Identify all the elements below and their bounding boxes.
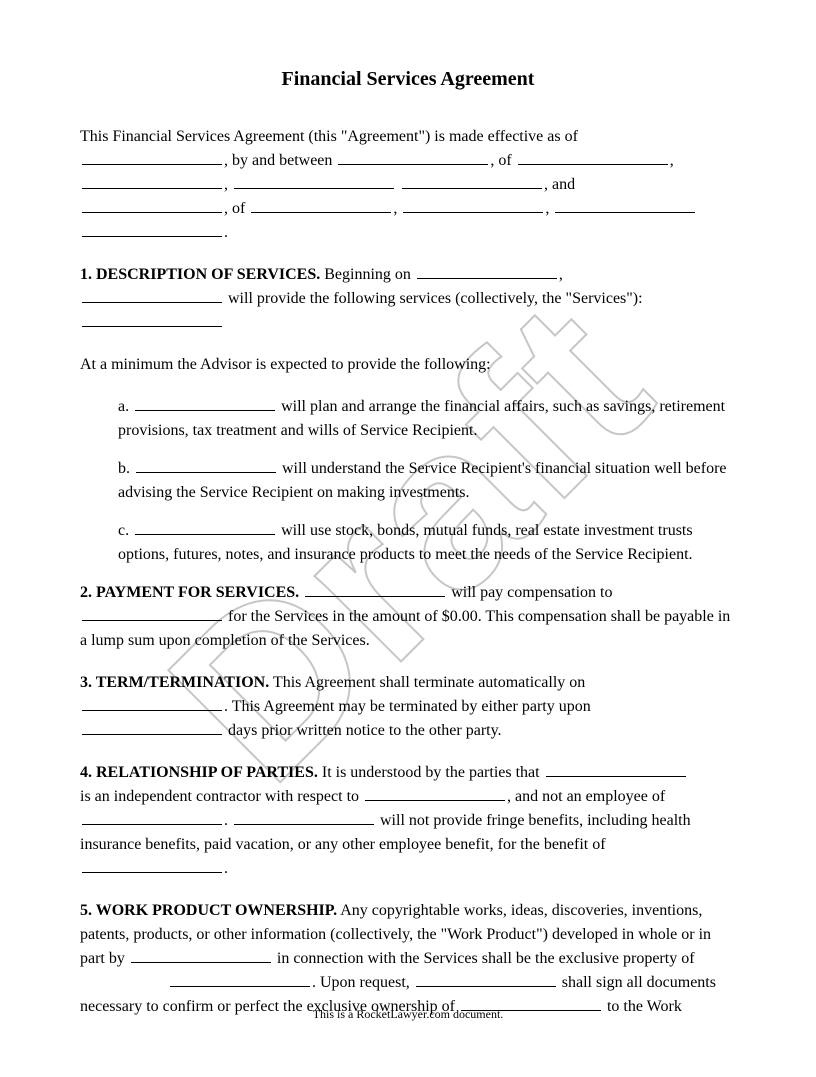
- section-1-item-c: c. will use stock, bonds, mutual funds, …: [80, 519, 736, 567]
- s5-t2: in connection with the Services shall be…: [273, 950, 695, 967]
- blank-term-date[interactable]: [82, 695, 222, 711]
- blank-respect-to[interactable]: [365, 785, 505, 801]
- s4-t3: , and not an employee of: [507, 788, 665, 805]
- blank-party1[interactable]: [338, 149, 488, 165]
- s1-t1: Beginning on: [320, 266, 415, 283]
- s1b-label: b.: [118, 460, 134, 477]
- page-footer: This is a RocketLawyer.com document.: [0, 1007, 816, 1022]
- blank-party1-addr1[interactable]: [518, 149, 668, 165]
- blank-1a[interactable]: [135, 395, 275, 411]
- s1c-label: c.: [118, 522, 133, 539]
- blank-no-benefits[interactable]: [234, 809, 374, 825]
- blank-payee[interactable]: [82, 605, 222, 621]
- blank-payer[interactable]: [305, 581, 445, 597]
- blank-party1-addr2[interactable]: [82, 173, 222, 189]
- s1-t3: will provide the following services (col…: [224, 290, 643, 307]
- blank-party2-addr3[interactable]: [555, 197, 695, 213]
- section-3: 3. TERM/TERMINATION. This Agreement shal…: [80, 671, 736, 743]
- section-2-head: 2. PAYMENT FOR SERVICES.: [80, 584, 299, 601]
- blank-employer[interactable]: [82, 809, 222, 825]
- section-1: 1. DESCRIPTION OF SERVICES. Beginning on…: [80, 263, 736, 335]
- s5-t3: . Upon request,: [312, 974, 414, 991]
- intro-text-1: This Financial Services Agreement (this …: [80, 128, 578, 145]
- section-1-item-b: b. will understand the Service Recipient…: [80, 457, 736, 505]
- blank-party2[interactable]: [82, 197, 222, 213]
- section-1-lead: At a minimum the Advisor is expected to …: [80, 353, 736, 377]
- blank-signer[interactable]: [416, 971, 556, 987]
- s3-t3: days prior written notice to the other p…: [224, 722, 502, 739]
- intro-text-3: , of: [490, 152, 515, 169]
- s4-t4: .: [224, 812, 232, 829]
- s1-t2: ,: [559, 266, 563, 283]
- s3-t2: . This Agreement may be terminated by ei…: [224, 698, 591, 715]
- section-4-head: 4. RELATIONSHIP OF PARTIES.: [80, 764, 318, 781]
- blank-notice-days[interactable]: [82, 719, 222, 735]
- s1a-label: a.: [118, 398, 133, 415]
- blank-party2-addr2[interactable]: [403, 197, 543, 213]
- blank-date[interactable]: [82, 149, 222, 165]
- blank-party1-addr3[interactable]: [234, 173, 394, 189]
- blank-benefit-of[interactable]: [82, 857, 222, 873]
- intro-paragraph: This Financial Services Agreement (this …: [80, 125, 736, 245]
- section-5-head: 5. WORK PRODUCT OWNERSHIP.: [80, 902, 337, 919]
- blank-services-desc[interactable]: [82, 311, 222, 327]
- intro-text-12: .: [224, 224, 228, 241]
- s4-t2: is an independent contractor with respec…: [80, 788, 363, 805]
- section-1-head: 1. DESCRIPTION OF SERVICES.: [80, 266, 320, 283]
- s4-t1: It is understood by the parties that: [318, 764, 544, 781]
- section-1-item-a: a. will plan and arrange the financial a…: [80, 395, 736, 443]
- intro-text-9: ,: [393, 200, 401, 217]
- blank-contractor[interactable]: [546, 761, 686, 777]
- blank-party2-addr1[interactable]: [251, 197, 391, 213]
- intro-text-5: ,: [224, 176, 232, 193]
- intro-text-4: ,: [670, 152, 674, 169]
- intro-text-7: , and: [544, 176, 575, 193]
- document-title: Financial Services Agreement: [80, 68, 736, 91]
- blank-begin-date[interactable]: [417, 263, 557, 279]
- intro-text-2: , by and between: [224, 152, 336, 169]
- s2-t2: will pay compensation to: [447, 584, 612, 601]
- intro-text-6: [396, 176, 400, 193]
- intro-text-8: , of: [224, 200, 249, 217]
- blank-1b[interactable]: [136, 457, 276, 473]
- blank-provider[interactable]: [82, 287, 222, 303]
- blank-owner[interactable]: [170, 971, 310, 987]
- blank-party2-addr4[interactable]: [82, 221, 222, 237]
- blank-1c[interactable]: [135, 519, 275, 535]
- section-3-head: 3. TERM/TERMINATION.: [80, 674, 269, 691]
- section-5: 5. WORK PRODUCT OWNERSHIP. Any copyright…: [80, 899, 736, 1019]
- section-4: 4. RELATIONSHIP OF PARTIES. It is unders…: [80, 761, 736, 881]
- document-page: Financial Services Agreement This Financ…: [0, 0, 816, 1077]
- blank-developer[interactable]: [131, 947, 271, 963]
- s2-t1: [299, 584, 303, 601]
- s3-t1: This Agreement shall terminate automatic…: [269, 674, 585, 691]
- intro-text-10: ,: [545, 200, 553, 217]
- blank-party1-addr4[interactable]: [402, 173, 542, 189]
- s4-t6: .: [224, 860, 228, 877]
- section-2: 2. PAYMENT FOR SERVICES. will pay compen…: [80, 581, 736, 653]
